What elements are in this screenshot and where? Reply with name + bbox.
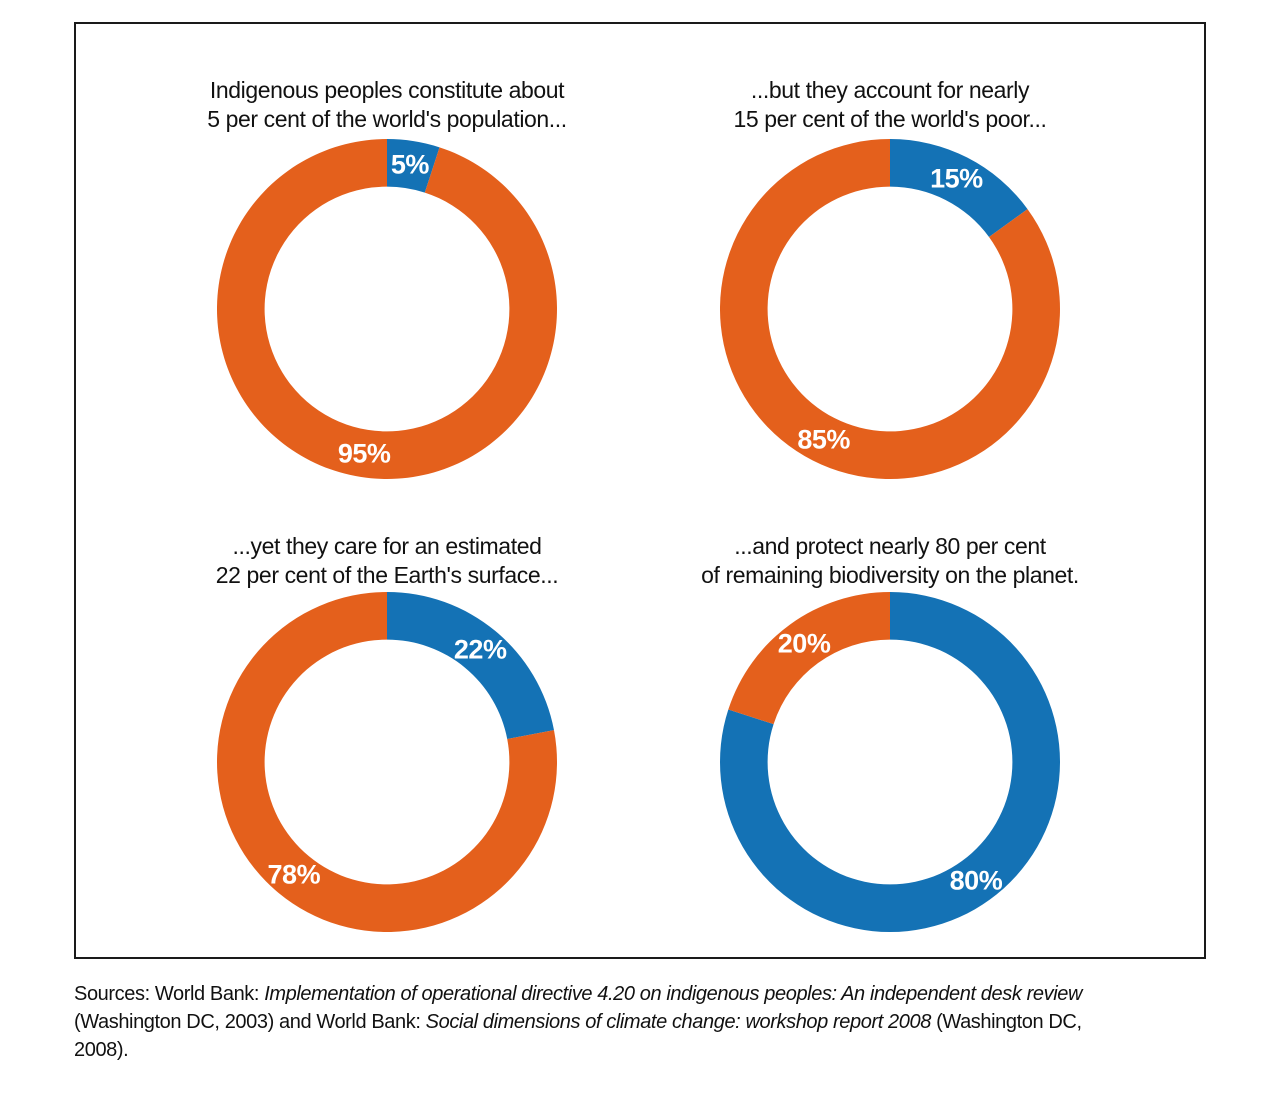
chart-title-poor: ...but they account for nearly 15 per ce… bbox=[733, 77, 1047, 132]
donut-segment-blue bbox=[387, 139, 440, 193]
donut-chart-population: 5% 95% bbox=[217, 139, 557, 479]
chart-title-biodiversity: ...and protect nearly 80 per cent of rem… bbox=[701, 533, 1079, 588]
source-line: 2008). bbox=[74, 1036, 1224, 1064]
slice-label: 15% bbox=[930, 164, 983, 194]
source-text-segment: (Washington DC, bbox=[930, 1011, 1082, 1033]
donut-chart-poor: 15% 85% bbox=[720, 139, 1060, 479]
slice-label: 95% bbox=[338, 438, 391, 468]
donut-segment-orange bbox=[728, 592, 890, 725]
source-text-segment: (Washington DC, 2003) and World Bank: bbox=[74, 1011, 426, 1033]
donut-segment-blue bbox=[387, 592, 554, 740]
source-text-segment: 2008). bbox=[74, 1039, 129, 1061]
slice-label: 20% bbox=[778, 629, 831, 659]
donut-chart-biodiversity: 80% 20% bbox=[720, 592, 1060, 932]
figure-frame: Indigenous peoples constitute about 5 pe… bbox=[74, 22, 1206, 959]
chart-title-earth-surface: ...yet they care for an estimated 22 per… bbox=[215, 533, 559, 588]
donut-chart-earth-surface: 22% 78% bbox=[217, 592, 557, 932]
source-note: Sources: World Bank: Implementation of o… bbox=[74, 980, 1224, 1064]
slice-label: 5% bbox=[391, 150, 430, 180]
donut-segment-blue bbox=[890, 139, 1028, 238]
source-line: (Washington DC, 2003) and World Bank: So… bbox=[74, 1008, 1224, 1036]
slice-label: 78% bbox=[268, 860, 321, 890]
donut-segment-orange bbox=[217, 139, 557, 479]
slice-label: 22% bbox=[454, 634, 507, 664]
source-text-segment: Sources: World Bank: bbox=[74, 983, 265, 1005]
source-title-segment: Implementation of operational directive … bbox=[264, 983, 1083, 1005]
chart-title-population: Indigenous peoples constitute about 5 pe… bbox=[207, 77, 567, 132]
slice-label: 80% bbox=[950, 865, 1003, 895]
source-title-segment: Social dimensions of climate change: wor… bbox=[425, 1011, 932, 1033]
source-line: Sources: World Bank: Implementation of o… bbox=[74, 980, 1224, 1008]
slice-label: 85% bbox=[797, 424, 850, 454]
